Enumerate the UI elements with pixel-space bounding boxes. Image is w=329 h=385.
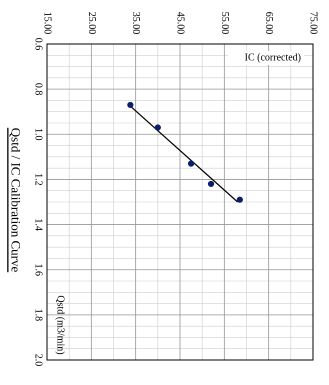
x-tick-label: 0.8 [33,83,44,96]
y-tick-label: 55.00 [219,12,230,35]
x-tick-label: 1.2 [33,173,44,186]
y-tick-label: 65.00 [263,12,274,35]
y-tick-label: 35.00 [130,12,141,35]
trendline [128,104,239,203]
x-tick-label: 1.6 [33,263,44,276]
plot-border [46,43,314,361]
x-axis-label: Qstd (m3/min) [55,295,66,354]
y-tick-label: 75.00 [308,12,319,35]
data-point [154,124,161,131]
chart-title: Qstd / IC Calibration Curve [9,128,24,273]
y-axis-label: IC (corrected) [245,53,301,64]
y-tick-label: 45.00 [175,12,186,35]
data-point [187,160,195,167]
y-axis-label-background [228,51,304,65]
x-tick-label: 0.6 [33,38,44,51]
x-tick-label: 1.0 [33,128,44,141]
data-point [127,101,134,109]
x-tick-label: 1.8 [33,309,44,322]
x-tick-label: 2.0 [33,354,44,367]
data-point [236,196,243,203]
y-tick-label: 25.00 [86,12,97,35]
plot-area: 0.6 0.8 1.0 1.2 1.4 1.6 1.8 2.0 15.00 25.00 35.00 4… [33,12,319,367]
y-tick-label: 15.00 [42,12,53,35]
data-point [207,180,215,188]
x-tick-label: 1.4 [33,218,44,231]
